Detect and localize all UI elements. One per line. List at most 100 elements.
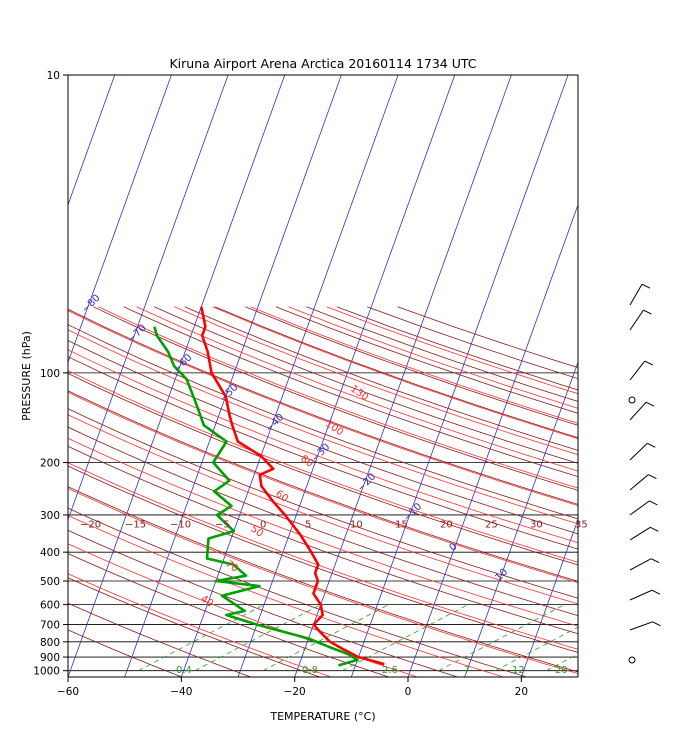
- x-tick-label: −60: [57, 686, 79, 698]
- isotherm-line: [68, 75, 172, 364]
- wind-barb-shaft: [629, 401, 647, 421]
- moist-adiabat-label: 30: [530, 519, 543, 530]
- mixing-ratio-line: [262, 604, 389, 672]
- isotherm-line: [464, 361, 578, 677]
- moist-adiabat-line: [68, 370, 578, 563]
- x-tick-label: 20: [515, 686, 528, 698]
- wind-barb-flag: [647, 442, 656, 448]
- isotherm-line: [294, 75, 512, 677]
- dry-adiabat-line: [68, 529, 458, 677]
- dry-adiabat-line: [68, 507, 527, 677]
- dry-adiabat-label: 100: [323, 418, 345, 438]
- mixing-ratio-line: [194, 604, 321, 672]
- mixing-ratio-line: [138, 604, 265, 672]
- isotherm-line: [237, 75, 456, 677]
- y-tick-label: 500: [40, 576, 60, 588]
- wind-barb-flag: [645, 401, 655, 407]
- mixing-ratio-line: [342, 604, 469, 672]
- x-tick-label: −40: [170, 686, 192, 698]
- wind-barb-flag: [644, 360, 653, 366]
- y-tick-label: 400: [40, 547, 60, 559]
- moist-adiabat-line: [68, 488, 578, 675]
- wind-barb-shaft: [629, 526, 651, 541]
- moist-adiabat-line: [68, 329, 578, 525]
- dry-adiabat-label: 70: [223, 558, 240, 574]
- mixing-ratio-line: [546, 653, 578, 672]
- calm-wind-marker: [628, 656, 636, 664]
- wind-barb-flag: [641, 283, 651, 289]
- mixing-ratio-label: 12: [512, 665, 525, 676]
- dry-adiabat-line: [275, 306, 578, 414]
- moist-adiabat-line: [68, 349, 578, 544]
- wind-barb-shaft: [629, 589, 653, 601]
- isotherm-line: [180, 75, 399, 677]
- mixing-ratio-label: 7: [464, 665, 470, 676]
- dry-adiabat-line: [68, 553, 389, 677]
- moist-adiabat-label: −20: [80, 519, 101, 530]
- wind-barb-shaft: [629, 474, 649, 491]
- wind-barb-flag: [649, 500, 658, 506]
- wind-barb-shaft: [629, 621, 653, 631]
- moist-adiabat-label: 20: [440, 519, 453, 530]
- moist-adiabat-line: [68, 462, 578, 650]
- isotherm-line: [0, 75, 1, 677]
- moist-adiabat-label: 25: [485, 519, 498, 530]
- isotherm-line: [68, 75, 286, 677]
- moist-adiabat-label: 0: [260, 519, 266, 530]
- wind-barb-shaft: [629, 309, 644, 331]
- dry-adiabat-line: [68, 445, 578, 635]
- dry-adiabat-line: [68, 577, 320, 677]
- y-axis-label: PRESSURE (hPa): [20, 331, 33, 421]
- x-tick-label: 0: [405, 686, 412, 698]
- isotherm-line: [407, 203, 578, 677]
- isotherm-line: [68, 75, 229, 521]
- dry-adiabat-line: [68, 339, 578, 535]
- calm-wind-marker: [628, 396, 636, 404]
- x-axis-label: TEMPERATURE (°C): [269, 710, 375, 723]
- dry-adiabat-line: [68, 390, 578, 582]
- isotherm-label: −80: [80, 293, 103, 316]
- wind-barb-shaft: [629, 442, 648, 461]
- y-tick-label: 300: [40, 510, 60, 522]
- wind-barbs: [628, 283, 661, 664]
- isotherm-label: −20: [356, 471, 379, 494]
- moist-adiabat-label: −15: [125, 519, 146, 530]
- moist-adiabat-line: [68, 414, 578, 605]
- dry-adiabat-line: [68, 629, 182, 677]
- sounding-line: [200, 306, 385, 666]
- y-tick-label: 1000: [33, 666, 60, 678]
- moist-adiabat-line: [326, 306, 578, 395]
- moist-adiabat-label: 35: [575, 519, 588, 530]
- dry-adiabat-line: [123, 306, 578, 478]
- chart-title: Kiruna Airport Arena Arctica 20160114 17…: [169, 56, 476, 71]
- wind-barb-flag: [652, 621, 661, 627]
- wind-barb-flag: [643, 309, 652, 315]
- y-tick-label: 100: [40, 368, 60, 380]
- dry-adiabat-label: 40: [198, 593, 215, 609]
- y-tick-label: 900: [40, 652, 60, 664]
- dry-adiabat-line: [68, 373, 578, 566]
- dry-adiabat-line: [245, 306, 578, 426]
- dry-adiabat-line: [68, 602, 251, 677]
- moist-adiabat-line: [68, 515, 504, 677]
- mixing-ratio-label: 0.8: [302, 665, 318, 676]
- dry-adiabat-line: [68, 356, 578, 550]
- dry-adiabat-line: [397, 306, 578, 369]
- wind-barb-flag: [651, 589, 661, 595]
- x-tick-label: −20: [284, 686, 306, 698]
- y-tick-label: 800: [40, 637, 60, 649]
- mixing-ratio-label: 2.6: [382, 665, 398, 676]
- wind-barb-flag: [648, 474, 657, 480]
- isotherm-label: −60: [172, 352, 195, 375]
- moist-adiabat-label: 5: [305, 519, 311, 530]
- moist-adiabat-label: −5: [215, 519, 230, 530]
- dry-adiabat-line: [68, 426, 578, 617]
- wind-barb-shaft: [629, 360, 646, 381]
- dry-adiabat-label: 60: [273, 488, 290, 504]
- dry-adiabat-line: [68, 308, 578, 505]
- moist-adiabat-line: [68, 391, 578, 584]
- plot-frame: [67, 74, 579, 678]
- moist-adiabat-line: [68, 437, 578, 627]
- isotherm-line: [68, 75, 116, 206]
- isotherm-line: [350, 75, 569, 677]
